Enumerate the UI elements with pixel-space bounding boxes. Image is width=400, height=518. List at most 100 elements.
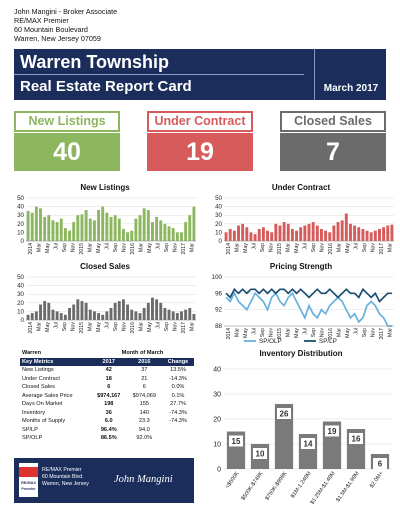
x-tick-label: Nov xyxy=(173,243,179,253)
value-label: 19 xyxy=(328,427,337,436)
metric-2017: 198 xyxy=(104,401,114,408)
y-tick-label: 96 xyxy=(215,290,222,297)
township-title: Warren Township xyxy=(20,52,170,72)
x-tick-label: 2014 xyxy=(28,322,34,334)
table-row: Days On Market 198 155 27.7% xyxy=(20,400,194,409)
metric-change: 27.7% xyxy=(170,401,186,408)
x-tick-label: Sep xyxy=(113,243,119,252)
metric-2016: 23.3 xyxy=(138,418,150,425)
x-tick-label: May xyxy=(243,243,249,253)
report-banner: Warren Township Real Estate Report Card … xyxy=(14,49,386,100)
y-tick-label: 20 xyxy=(213,417,221,424)
x-tick-label: Sep xyxy=(164,243,170,252)
x-tick-label: $750K-$999K xyxy=(264,470,288,501)
x-tick-label: 2015 xyxy=(79,243,85,255)
bar xyxy=(180,232,183,241)
x-tick-label: Jul xyxy=(252,243,258,250)
bar xyxy=(340,220,344,241)
x-tick-label: May xyxy=(45,322,51,332)
table-header-row: Key Metrics 2017 2016 Change xyxy=(20,357,194,366)
y-tick-label: 20 xyxy=(17,221,24,228)
bar xyxy=(382,227,386,241)
bar xyxy=(72,304,76,320)
bar xyxy=(126,304,130,320)
metric-change: -74.3% xyxy=(169,409,187,416)
bar xyxy=(34,206,38,241)
metric-name: Under Contract xyxy=(22,375,60,382)
metric-change: -74.3% xyxy=(169,418,187,425)
bar xyxy=(113,302,117,320)
bar xyxy=(43,301,47,320)
metric-2016: 6 xyxy=(142,384,146,391)
bar xyxy=(336,222,340,241)
value-label: 10 xyxy=(256,450,265,459)
bar xyxy=(84,210,88,241)
bar xyxy=(282,222,286,241)
value-label-box xyxy=(373,458,387,469)
report-date: March 2017 xyxy=(323,83,379,94)
column-header: 2016 xyxy=(126,357,163,366)
x-tick-label: Mar xyxy=(235,328,241,337)
metric-2016: 92.0% xyxy=(136,435,153,442)
x-tick-label: Nov xyxy=(371,243,377,253)
metric-name: SP/OLP xyxy=(22,435,43,442)
bar xyxy=(146,210,150,241)
y-tick-label: 40 xyxy=(213,367,221,374)
bar xyxy=(192,313,196,320)
x-tick-label: 2016 xyxy=(328,328,334,340)
footer-street: 60 Mountain Blvd. xyxy=(42,473,84,480)
bar xyxy=(142,208,146,241)
bar xyxy=(253,234,257,241)
x-tick-label: 2014 xyxy=(226,243,232,255)
bar xyxy=(97,210,101,241)
x-tick-label: Nov xyxy=(320,243,326,253)
bar xyxy=(92,311,96,320)
x-tick-label: Sep xyxy=(362,328,368,337)
bar xyxy=(184,309,188,320)
metric-2017: 6 xyxy=(107,384,111,391)
x-tick-label: Sep xyxy=(311,243,317,252)
bar xyxy=(175,313,179,320)
x-tick-label: Jul xyxy=(156,322,162,329)
bar xyxy=(151,222,154,241)
metric-name: SP/LP xyxy=(22,426,38,433)
x-tick-label: Jul xyxy=(354,243,360,250)
y-tick-label: 40 xyxy=(17,283,24,290)
kpi-value: 19 xyxy=(147,133,253,171)
bar xyxy=(361,228,365,241)
bar xyxy=(63,314,67,320)
value-label-box xyxy=(325,425,339,437)
bar xyxy=(134,218,138,241)
metric-2016: 94.0 xyxy=(138,426,150,433)
kpi-new-listings: New Listings 40 xyxy=(14,111,120,171)
value-label-box xyxy=(229,435,243,447)
table-row: New Listings 42 37 13.5% xyxy=(20,366,194,375)
bar xyxy=(315,225,319,241)
x-tick-label: May xyxy=(96,243,102,253)
logo-sub-brand: Premier xyxy=(21,487,36,491)
chart-title-closed-sales: Closed Sales xyxy=(80,262,130,271)
bar xyxy=(249,232,253,241)
bar xyxy=(130,309,134,320)
bar xyxy=(266,230,269,241)
metric-2016: 21 xyxy=(141,375,148,382)
key-metrics-table: Warren Month of March Key Metrics 2017 2… xyxy=(20,349,194,443)
x-tick-label: Sep xyxy=(164,322,170,331)
bar xyxy=(51,220,55,241)
column-header: Change xyxy=(162,357,194,366)
metric-change: 0.0% xyxy=(171,384,185,391)
y-tick-label: 30 xyxy=(17,291,24,298)
y-tick-label: 20 xyxy=(215,221,222,228)
bar xyxy=(357,227,361,241)
bar xyxy=(76,299,80,320)
value-label: 14 xyxy=(304,440,313,449)
banner-vertical-divider xyxy=(314,49,315,100)
x-tick-label: Mar xyxy=(139,322,145,331)
y-tick-label: 92 xyxy=(215,307,222,314)
table-row: Inventory 36 140 -74.3% xyxy=(20,409,194,418)
bar xyxy=(270,232,274,241)
x-tick-label: Mar xyxy=(337,243,343,252)
x-tick-label: Mar xyxy=(190,243,196,252)
